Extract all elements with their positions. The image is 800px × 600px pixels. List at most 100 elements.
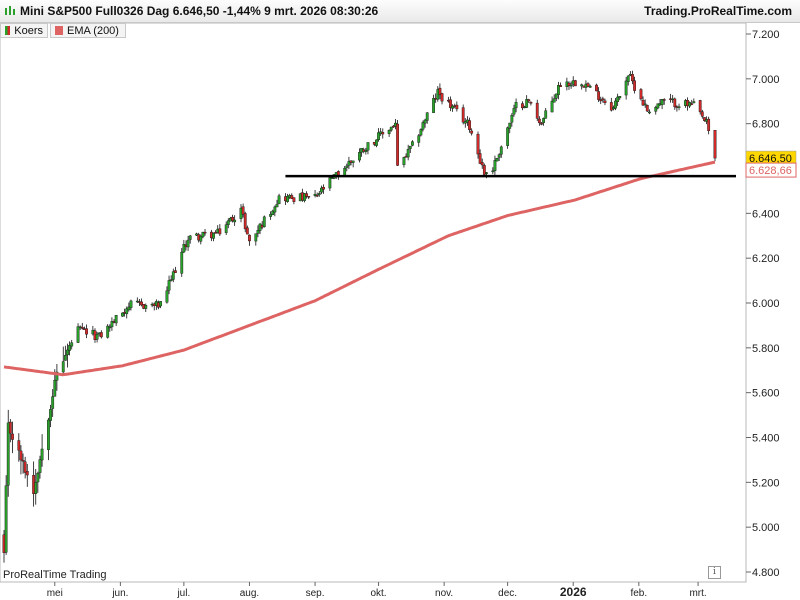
candle-body [165, 290, 169, 303]
candle-body [25, 471, 29, 476]
candle-body [366, 142, 370, 151]
x-tick-label: aug. [240, 588, 259, 599]
x-tick-label: 2026 [560, 585, 587, 599]
candle-body [387, 130, 391, 134]
candle-body [271, 210, 275, 215]
legend-ema-label: EMA (200) [67, 24, 119, 37]
ema-swatch-icon [55, 26, 63, 35]
y-tick-label: 4.800 [752, 567, 780, 579]
candle-body [673, 98, 677, 108]
candle-body [580, 84, 584, 87]
candle-body [125, 308, 129, 315]
candle-body [614, 100, 617, 109]
x-tick-label: jun. [111, 588, 128, 599]
candle-body [643, 103, 647, 106]
candle-body [76, 326, 80, 343]
candle-body [713, 130, 717, 159]
x-tick-label: mei [47, 588, 63, 599]
candle-body [303, 193, 306, 201]
candle-body [248, 234, 251, 242]
candle-body [290, 195, 294, 199]
candle-body [375, 139, 378, 146]
candle-body [525, 99, 529, 108]
candle-body [66, 349, 69, 356]
candle-body [269, 213, 273, 217]
candle-body [597, 91, 601, 100]
y-tick-label: 7.200 [752, 29, 780, 41]
info-icon[interactable]: i [708, 566, 721, 579]
candle-body [569, 84, 573, 87]
candle-body [529, 102, 533, 104]
candle-body [307, 196, 311, 198]
candle-body [654, 106, 658, 112]
x-tick-label: feb. [630, 588, 647, 599]
candle-body [80, 326, 84, 329]
candle-body [68, 345, 71, 351]
candle-body [127, 306, 131, 311]
current-price-label: 6.646,50 [749, 153, 792, 165]
y-tick-label: 7.000 [752, 74, 780, 86]
ema-line [3, 160, 716, 377]
candle-body [510, 114, 514, 123]
candle-body [645, 105, 649, 112]
candle-body [624, 80, 628, 96]
legend-ema[interactable]: EMA (200) [50, 23, 126, 38]
candle-body [358, 152, 361, 161]
candle-body [559, 85, 562, 88]
candle-body [106, 325, 110, 338]
candle-body [586, 83, 590, 87]
candle-body [8, 421, 12, 434]
candle-body [315, 195, 319, 197]
candle-body [188, 235, 192, 240]
candle-body [438, 87, 442, 95]
candle-body [707, 118, 711, 131]
candle-body [144, 305, 148, 309]
candle-body [38, 459, 42, 473]
candle-body [36, 472, 40, 483]
candle-body [174, 270, 177, 273]
candle-body [567, 82, 571, 86]
candle-body [320, 187, 323, 193]
candle-body [4, 485, 8, 553]
candle-body [470, 130, 474, 134]
candle-body [406, 149, 410, 158]
candle-body [292, 197, 296, 202]
candle-body [391, 125, 395, 128]
candle-body [51, 396, 55, 409]
candle-body [573, 80, 577, 87]
x-tick-label: jul. [176, 588, 190, 599]
y-tick-label: 5.600 [752, 388, 780, 400]
candle-body [254, 233, 258, 242]
candle-body [186, 239, 190, 248]
candle-body [317, 193, 321, 195]
candle-body [468, 120, 471, 131]
candle-body [182, 244, 186, 253]
candle-body [243, 213, 247, 230]
candle-body [347, 161, 351, 166]
candle-body [47, 419, 50, 450]
candle-body [364, 149, 368, 152]
price-swatch-icon [5, 26, 11, 35]
candle-body [493, 160, 497, 171]
y-tick-label: 5.800 [752, 343, 780, 355]
legend-price[interactable]: Koers [0, 23, 48, 38]
candle-body [233, 219, 237, 223]
candle-body [70, 342, 74, 347]
candle-body [425, 112, 429, 121]
candle-body [550, 100, 554, 113]
candle-body [599, 99, 603, 102]
candle-body [499, 146, 503, 155]
candle-body [6, 422, 10, 486]
candle-body [601, 98, 605, 101]
candle-body [351, 160, 355, 163]
candle-body [631, 74, 634, 82]
candle-body [275, 204, 279, 208]
plot-area [0, 22, 747, 583]
candle-body [692, 101, 696, 104]
candle-body [616, 96, 620, 102]
candle-body [199, 235, 203, 242]
candle-body [557, 85, 560, 95]
candle-body [700, 111, 704, 117]
candle-body [343, 167, 347, 177]
